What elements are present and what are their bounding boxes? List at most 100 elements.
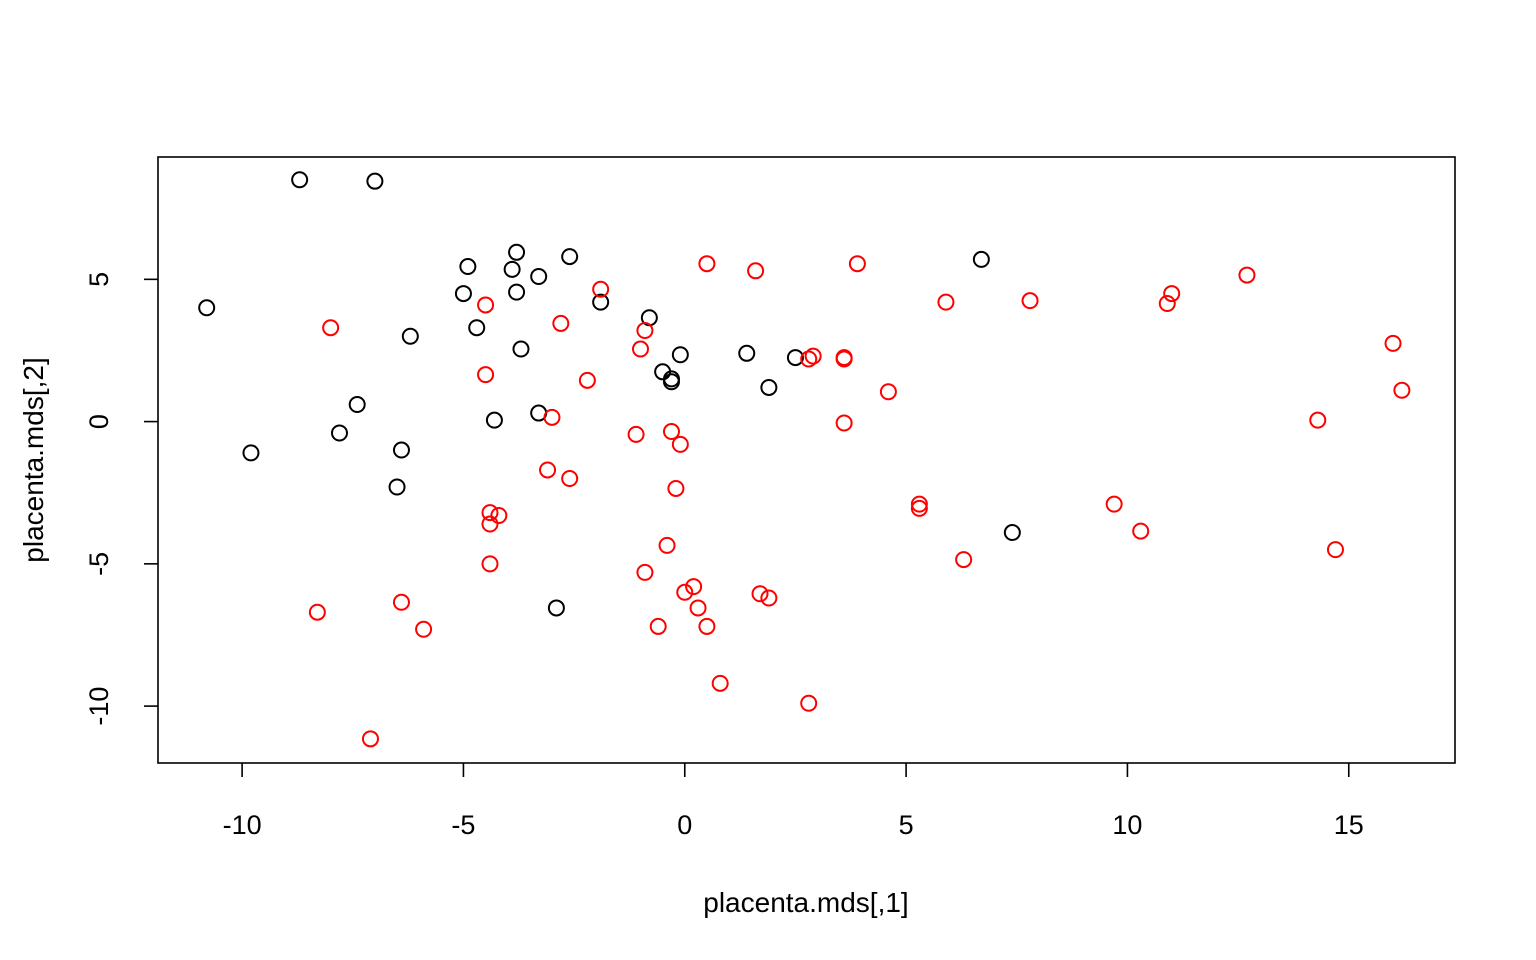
data-point-black bbox=[348, 396, 366, 414]
data-point-red bbox=[751, 585, 769, 603]
data-point-black bbox=[503, 260, 521, 278]
data-point-red bbox=[552, 314, 570, 332]
data-point-red bbox=[636, 563, 654, 581]
data-point-red bbox=[592, 280, 610, 298]
data-point-black bbox=[454, 285, 472, 303]
data-point-red bbox=[1384, 334, 1402, 352]
data-point-red bbox=[662, 423, 680, 441]
data-point-red bbox=[835, 349, 853, 367]
data-point-red bbox=[481, 515, 499, 533]
data-point-red bbox=[910, 495, 928, 513]
data-point-black bbox=[468, 319, 486, 337]
data-point-red bbox=[1309, 411, 1327, 429]
data-point-black bbox=[592, 293, 610, 311]
data-point-red bbox=[481, 555, 499, 573]
data-point-black bbox=[738, 344, 756, 362]
x-axis: -10 -5 0 5 10 15 bbox=[223, 763, 1364, 840]
data-point-red bbox=[1163, 285, 1181, 303]
y-tick-label: 5 bbox=[84, 272, 114, 287]
data-point-black bbox=[459, 258, 477, 276]
data-point-black bbox=[330, 424, 348, 442]
data-point-red bbox=[800, 694, 818, 712]
data-point-red bbox=[800, 350, 818, 368]
data-point-red bbox=[835, 414, 853, 432]
data-point-red bbox=[1326, 541, 1344, 559]
data-point-red bbox=[685, 578, 703, 596]
data-point-black bbox=[508, 243, 526, 261]
y-tick-label: -5 bbox=[84, 552, 114, 576]
data-point-red bbox=[539, 461, 557, 479]
data-point-red bbox=[667, 479, 685, 497]
data-point-black bbox=[291, 171, 309, 189]
data-point-red bbox=[543, 408, 561, 426]
data-point-black bbox=[972, 250, 990, 268]
data-point-red bbox=[649, 617, 667, 635]
data-point-red bbox=[711, 674, 729, 692]
data-point-red bbox=[937, 293, 955, 311]
data-point-black bbox=[485, 411, 503, 429]
data-point-red bbox=[879, 383, 897, 401]
data-point-red bbox=[477, 296, 495, 314]
data-point-red bbox=[477, 366, 495, 384]
data-point-black bbox=[401, 327, 419, 345]
data-point-red bbox=[760, 589, 778, 607]
data-point-red bbox=[322, 319, 340, 337]
data-point-red bbox=[848, 255, 866, 273]
data-point-red bbox=[671, 435, 689, 453]
y-axis: -10 -5 0 5 bbox=[84, 272, 158, 726]
data-point-red bbox=[392, 593, 410, 611]
data-point-black bbox=[512, 340, 530, 358]
data-point-red bbox=[490, 506, 508, 524]
x-tick-label: 15 bbox=[1334, 810, 1364, 840]
x-tick-label: 10 bbox=[1112, 810, 1142, 840]
plot-frame bbox=[157, 156, 1456, 764]
y-tick-label: 0 bbox=[84, 414, 114, 429]
data-point-red bbox=[1158, 295, 1176, 313]
data-point-black bbox=[388, 478, 406, 496]
x-tick-label: 0 bbox=[677, 810, 692, 840]
data-point-red bbox=[578, 371, 596, 389]
data-point-red bbox=[1132, 522, 1150, 540]
data-point-black bbox=[561, 248, 579, 266]
data-point-red bbox=[955, 551, 973, 569]
data-point-black bbox=[198, 299, 216, 317]
data-point-black bbox=[547, 599, 565, 617]
x-axis-label: placenta.mds[,1] bbox=[703, 887, 908, 918]
data-point-red bbox=[689, 599, 707, 617]
data-point-red bbox=[747, 262, 765, 280]
data-point-red bbox=[1393, 381, 1411, 399]
data-point-black bbox=[392, 441, 410, 459]
data-point-red bbox=[415, 620, 433, 638]
x-tick-label: 5 bbox=[899, 810, 914, 840]
data-point-red bbox=[361, 730, 379, 748]
x-tick-label: -10 bbox=[223, 810, 262, 840]
data-point-red bbox=[676, 583, 694, 601]
data-point-red bbox=[632, 340, 650, 358]
data-point-red bbox=[910, 499, 928, 517]
data-point-black bbox=[662, 373, 680, 391]
data-point-black bbox=[366, 172, 384, 190]
data-point-red bbox=[308, 603, 326, 621]
data-point-red bbox=[698, 617, 716, 635]
y-tick-label: -10 bbox=[84, 687, 114, 726]
data-point-black bbox=[530, 267, 548, 285]
data-point-red bbox=[481, 504, 499, 522]
x-tick-label: -5 bbox=[451, 810, 475, 840]
data-point-black bbox=[242, 444, 260, 462]
data-point-red bbox=[636, 322, 654, 340]
data-point-red bbox=[561, 469, 579, 487]
data-points bbox=[198, 171, 1411, 748]
data-point-red bbox=[1105, 495, 1123, 513]
data-point-black bbox=[760, 378, 778, 396]
data-point-red bbox=[627, 425, 645, 443]
data-point-black bbox=[1003, 524, 1021, 542]
y-axis-label: placenta.mds[,2] bbox=[18, 357, 49, 562]
data-point-red bbox=[658, 536, 676, 554]
data-point-red bbox=[698, 255, 716, 273]
data-point-black bbox=[508, 283, 526, 301]
data-point-black bbox=[786, 349, 804, 367]
data-point-red bbox=[1238, 266, 1256, 284]
data-point-red bbox=[804, 347, 822, 365]
data-point-red bbox=[1021, 292, 1039, 310]
